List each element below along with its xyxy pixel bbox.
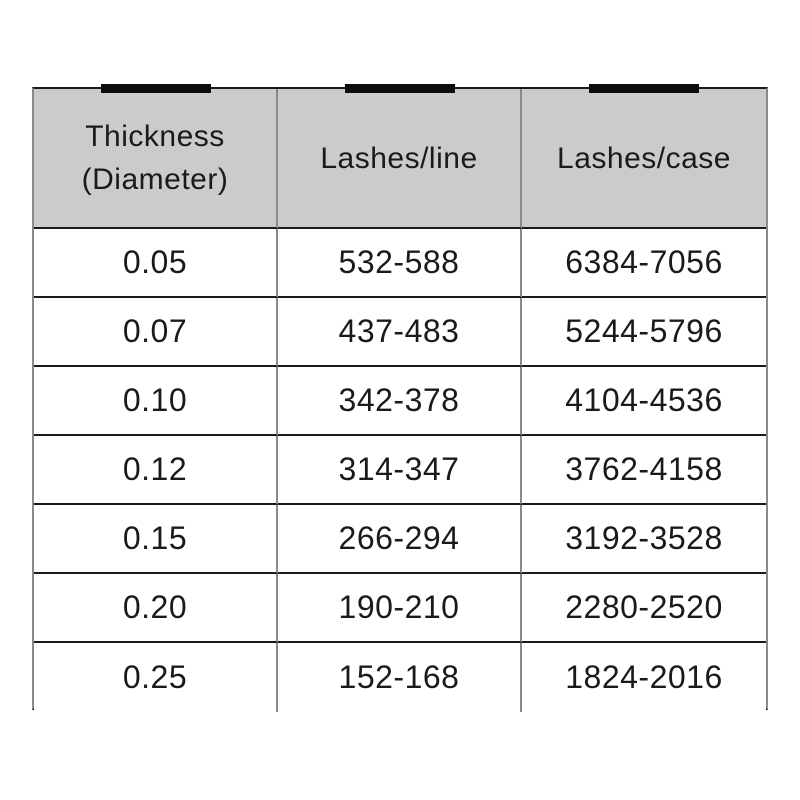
cell-thickness-row1: 0.05 [34, 229, 278, 298]
cell-lashes-per-case-row4: 3762-4158 [522, 436, 766, 505]
cell-thickness-row4: 0.12 [34, 436, 278, 505]
cell-lashes-per-line-row5: 266-294 [278, 505, 522, 574]
header-thickness-line1: Thickness [85, 120, 225, 153]
header-lashes-per-line-label: Lashes/line [320, 141, 478, 175]
cell-lashes-per-case-row5: 3192-3528 [522, 505, 766, 574]
cell-lashes-per-line-row2: 437-483 [278, 298, 522, 367]
header-lashes-per-case-label: Lashes/case [557, 141, 731, 175]
header-thickness-line2: (Diameter) [81, 163, 229, 196]
cell-lashes-per-case-row7: 1824-2016 [522, 643, 766, 712]
cell-thickness-row3: 0.10 [34, 367, 278, 436]
cell-lashes-per-case-row2: 5244-5796 [522, 298, 766, 367]
cell-thickness-row6: 0.20 [34, 574, 278, 643]
cell-lashes-per-line-row7: 152-168 [278, 643, 522, 712]
cell-lashes-per-line-row1: 532-588 [278, 229, 522, 298]
header-cell-lashes-per-case: Lashes/case [522, 89, 766, 229]
header-cell-thickness: Thickness (Diameter) [34, 89, 278, 229]
cell-lashes-per-case-row6: 2280-2520 [522, 574, 766, 643]
cell-lashes-per-line-row3: 342-378 [278, 367, 522, 436]
column-marker-bar-thickness [101, 84, 211, 93]
column-marker-bar-lashes-per-line [345, 84, 455, 93]
lash-spec-table: Thickness (Diameter) Lashes/line Lashes/… [32, 84, 768, 712]
header-cell-lashes-per-line: Lashes/line [278, 89, 522, 229]
cell-thickness-row7: 0.25 [34, 643, 278, 712]
cell-lashes-per-case-row1: 6384-7056 [522, 229, 766, 298]
cell-thickness-row2: 0.07 [34, 298, 278, 367]
column-marker-bar-lashes-per-case [588, 84, 699, 93]
cell-thickness-row5: 0.15 [34, 505, 278, 574]
cell-lashes-per-line-row6: 190-210 [278, 574, 522, 643]
cell-lashes-per-case-row3: 4104-4536 [522, 367, 766, 436]
cell-lashes-per-line-row4: 314-347 [278, 436, 522, 505]
